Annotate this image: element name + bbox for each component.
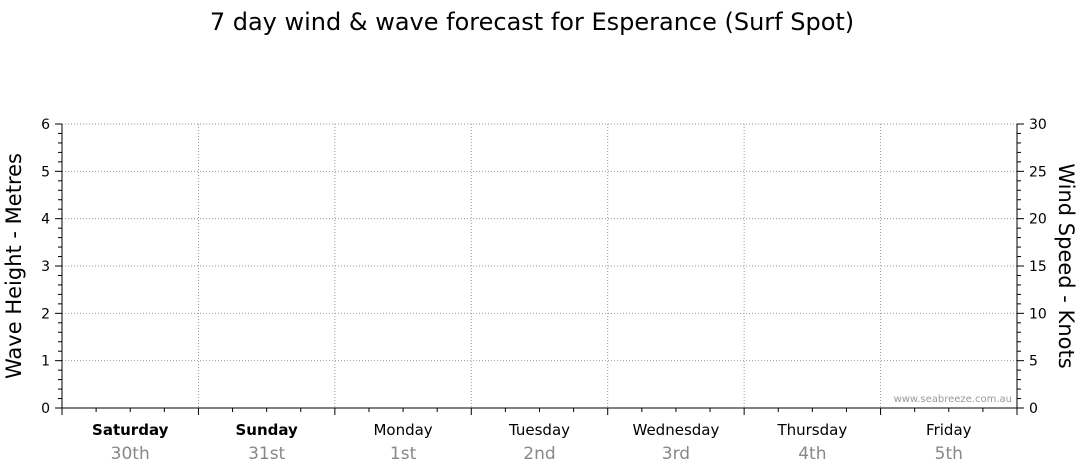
grid-lines (62, 123, 1017, 408)
right-tick-label: 15 (1029, 259, 1047, 275)
day-labels: Saturday 30th Sunday 31st Monday 1st Tuesday 2n… (92, 421, 972, 464)
left-tick-label: 1 (41, 354, 50, 370)
day-date-label: 31st (248, 444, 285, 464)
axes (61, 124, 1018, 415)
left-tick-label: 5 (41, 164, 50, 180)
left-axis-label: Wave Height - Metres (2, 153, 26, 379)
day-date-label: 3rd (662, 444, 690, 464)
left-tick-label: 2 (41, 306, 50, 322)
left-axis-ticks: 0 1 2 3 4 5 6 (41, 117, 62, 417)
left-tick-label: 4 (41, 212, 50, 228)
left-tick-label: 3 (41, 259, 50, 275)
day-name-label: Sunday (235, 421, 298, 439)
right-tick-label: 0 (1029, 401, 1038, 417)
day-name-label: Tuesday (508, 421, 570, 439)
day-name-label: Wednesday (633, 421, 720, 439)
day-date-label: 30th (111, 444, 150, 464)
right-axis-label: Wind Speed - Knots (1054, 163, 1078, 368)
day-date-label: 5th (935, 444, 963, 464)
day-date-label: 2nd (523, 444, 555, 464)
credit-text: www.seabreeze.com.au (894, 394, 1012, 405)
day-name-label: Monday (373, 421, 432, 439)
day-date-label: 1st (390, 444, 417, 464)
left-tick-label: 0 (41, 401, 50, 417)
day-name-label: Friday (926, 421, 972, 439)
right-tick-label: 5 (1029, 354, 1038, 370)
right-tick-label: 10 (1029, 306, 1047, 322)
left-tick-label: 6 (41, 117, 50, 133)
right-tick-label: 20 (1029, 212, 1047, 228)
right-tick-label: 30 (1029, 117, 1047, 133)
right-tick-label: 25 (1029, 164, 1047, 180)
day-date-label: 4th (798, 444, 826, 464)
day-name-label: Saturday (92, 421, 169, 439)
day-name-label: Thursday (776, 421, 847, 439)
chart-title: 7 day wind & wave forecast for Esperance… (210, 8, 854, 36)
right-axis-ticks: 0 5 10 15 20 25 30 (1017, 117, 1047, 417)
